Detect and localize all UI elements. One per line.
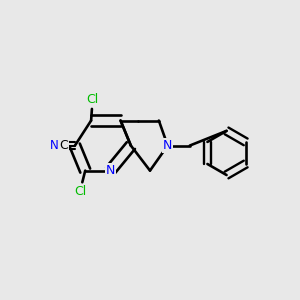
Text: N: N: [50, 139, 58, 152]
Text: C: C: [59, 139, 68, 152]
Text: Cl: Cl: [86, 93, 99, 106]
Text: Cl: Cl: [74, 185, 86, 198]
Text: N: N: [163, 139, 172, 152]
Text: N: N: [106, 164, 115, 177]
